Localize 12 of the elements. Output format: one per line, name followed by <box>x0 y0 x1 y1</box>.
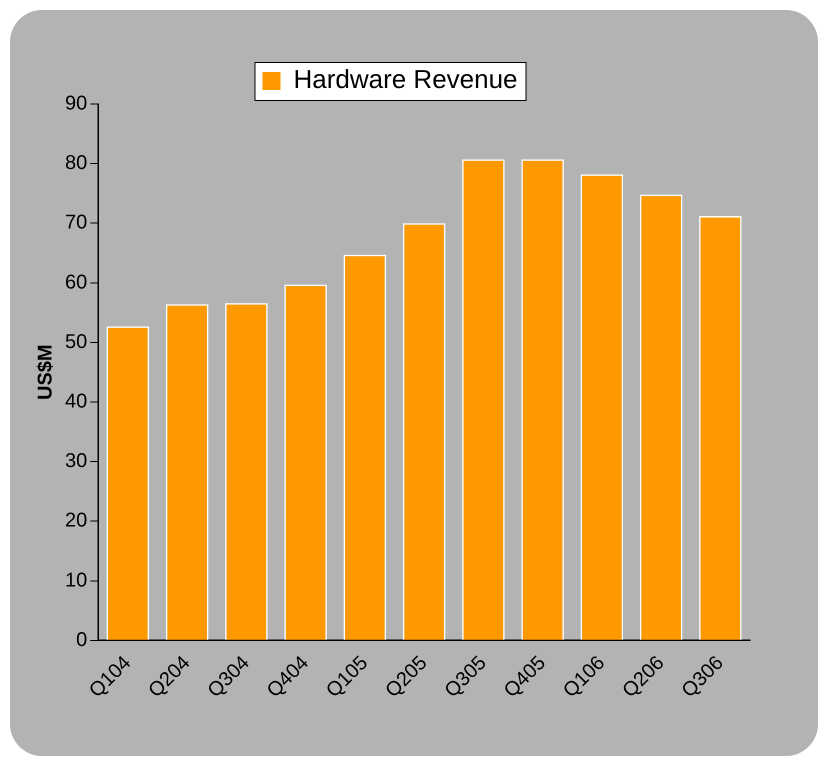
y-tick-label: 10 <box>64 569 88 592</box>
legend-label: Hardware Revenue <box>293 64 518 94</box>
y-tick-label: 0 <box>76 628 88 651</box>
y-tick-label: 40 <box>64 390 88 413</box>
y-tick-label: 70 <box>64 212 88 234</box>
y-tick-label: 30 <box>64 450 88 472</box>
y-tick-label: 80 <box>64 152 88 174</box>
y-tick-label: 50 <box>64 330 88 353</box>
y-tick-label: 20 <box>64 510 88 532</box>
y-tick-label: 60 <box>64 271 88 294</box>
y-tick-label: 90 <box>64 92 88 115</box>
y-axis-title: US$M <box>34 344 57 400</box>
